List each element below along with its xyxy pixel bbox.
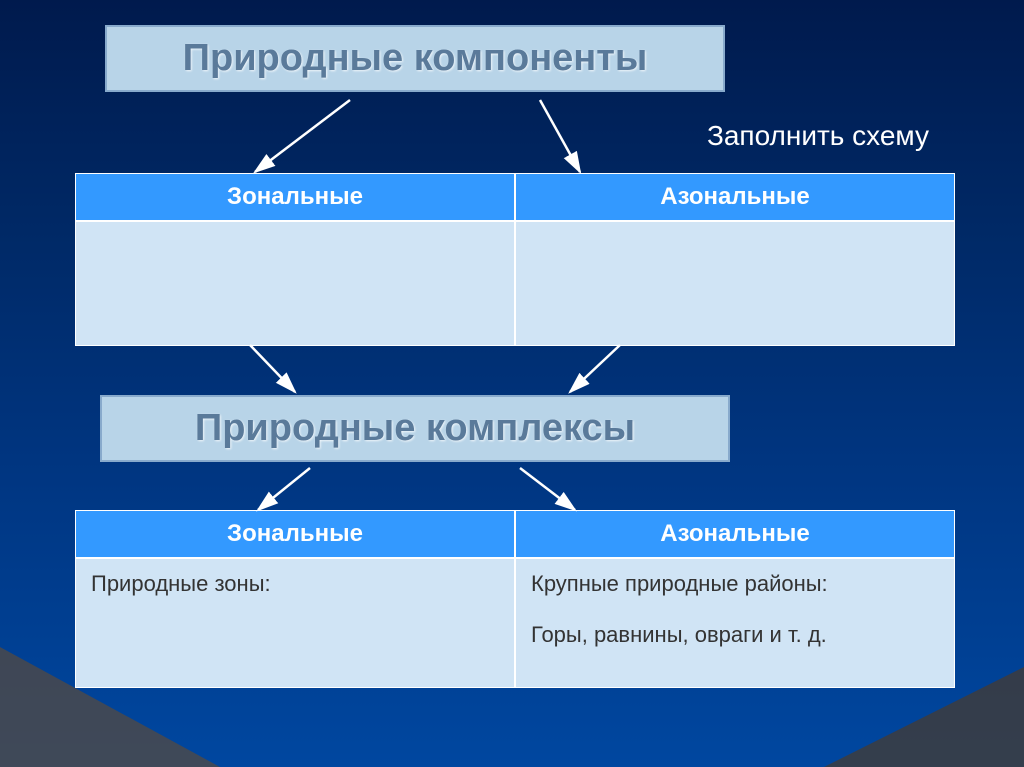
instruction-label: Заполнить схему — [707, 120, 929, 152]
cell-zonal-empty — [75, 221, 515, 346]
table-header-row: Зональные Азональные — [75, 173, 955, 221]
cell-azonal-regions: Крупные природные районы: Горы, равнины,… — [515, 558, 955, 688]
cell-zonal-zones: Природные зоны: — [75, 558, 515, 688]
header-azonal-2: Азональные — [515, 510, 955, 558]
cell-text-examples: Горы, равнины, овраги и т. д. — [531, 622, 939, 648]
cell-text-zones: Природные зоны: — [91, 571, 499, 597]
header-zonal: Зональные — [75, 173, 515, 221]
table-complexes: Зональные Азональные Природные зоны: Кру… — [75, 510, 955, 688]
title-box-components: Природные компоненты — [105, 25, 725, 92]
title-box-complexes: Природные комплексы — [100, 395, 730, 462]
header-zonal-2: Зональные — [75, 510, 515, 558]
table-components: Зональные Азональные — [75, 173, 955, 346]
table-body-row: Природные зоны: Крупные природные районы… — [75, 558, 955, 688]
title-components: Природные компоненты — [137, 37, 693, 80]
cell-text-regions: Крупные природные районы: — [531, 571, 939, 597]
table-body-row — [75, 221, 955, 346]
header-azonal: Азональные — [515, 173, 955, 221]
title-complexes: Природные комплексы — [132, 407, 698, 450]
table-header-row: Зональные Азональные — [75, 510, 955, 558]
cell-azonal-empty — [515, 221, 955, 346]
